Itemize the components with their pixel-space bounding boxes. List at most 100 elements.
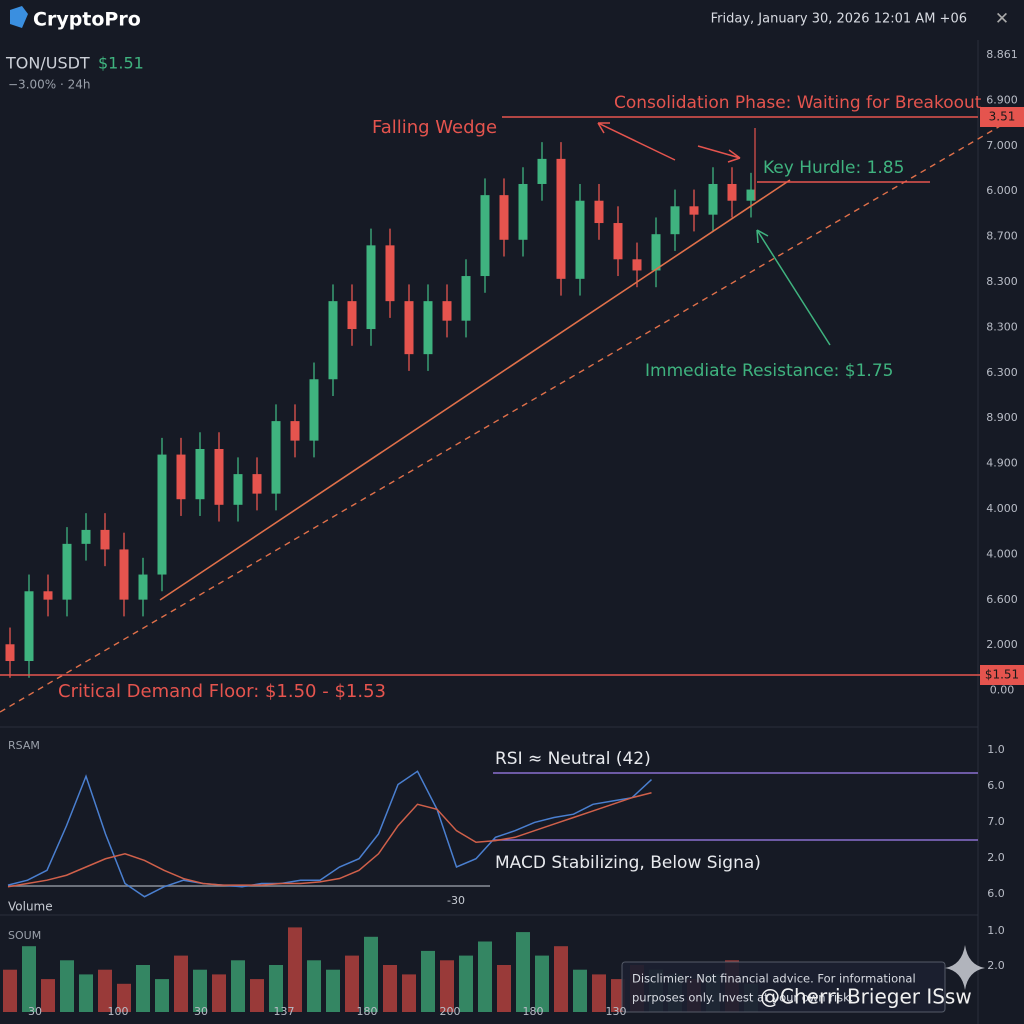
volume-bar (98, 969, 112, 1012)
volume-bar (288, 927, 302, 1012)
candle-body (328, 301, 338, 380)
trendline (159, 179, 791, 601)
volume-bar (250, 979, 264, 1012)
candle-body (461, 276, 471, 321)
volume-bar (155, 979, 169, 1012)
y-axis-label: 8.700 (986, 230, 1018, 243)
candle-body (708, 183, 718, 215)
y-axis-label: 2.000 (986, 638, 1018, 651)
candle-body (119, 549, 129, 600)
volume-bar (79, 974, 93, 1012)
arrow (597, 122, 676, 161)
brand: CryptoPro (33, 9, 141, 31)
arrow (756, 229, 831, 346)
volume-bar (459, 955, 473, 1012)
volume-bar (3, 969, 17, 1012)
price-tag (980, 107, 1024, 127)
panel-label: Volume (8, 900, 53, 914)
y-axis-label: 1.0 (987, 743, 1005, 756)
disclaimer-text: Disclimier: Not financial advice. For in… (632, 972, 916, 986)
volume-bar (326, 969, 340, 1012)
disclaimer-text: purposes only. Invest at your own risk. (632, 991, 853, 1005)
candle-body (5, 644, 15, 662)
y-axis-label: 4.900 (986, 457, 1018, 470)
volume-bar (193, 969, 207, 1012)
candle-body (24, 591, 34, 662)
volume-bar (535, 955, 549, 1012)
candle-body (404, 301, 414, 355)
volume-bar (516, 932, 530, 1012)
candle-body (499, 195, 509, 240)
candle-body (176, 454, 186, 500)
volume-bar (478, 941, 492, 1012)
candle-body (423, 301, 433, 355)
y-axis-label: 6.0 (987, 887, 1005, 900)
annotation: Immediate Resistance: $1.75 (645, 361, 893, 381)
x-axis-label: 30 (28, 1005, 42, 1018)
panel-label: SOUM (8, 929, 41, 942)
volume-bar (345, 955, 359, 1012)
volume-bar (231, 960, 245, 1012)
y-axis-label: 4.000 (986, 547, 1018, 560)
candle-body (689, 206, 699, 215)
candle-body (727, 183, 737, 201)
candles (5, 142, 756, 678)
y-axis-label: 8.900 (986, 411, 1018, 424)
y-axis-label: 2.0 (987, 959, 1005, 972)
candle-body (233, 474, 243, 505)
candle-body (100, 529, 110, 550)
x-axis-label: 180 (357, 1005, 378, 1018)
volume-bar (573, 969, 587, 1012)
x-axis-label: 100 (108, 1005, 129, 1018)
volume-bar (383, 965, 397, 1012)
y-axis-label: 1.0 (987, 924, 1005, 937)
disclaimer-box (621, 961, 946, 1013)
candle-body (670, 206, 680, 235)
y-axis-label: 8.861 (986, 48, 1018, 61)
y-axis-label: 2.0 (987, 851, 1005, 864)
volume-bar (174, 955, 188, 1012)
annotation: Critical Demand Floor: $1.50 - $1.53 (58, 681, 386, 702)
pair-price: $1.51 (98, 54, 144, 73)
annotation: Consolidation Phase: Waiting for Breakoo… (614, 93, 982, 113)
volume-bar (117, 983, 131, 1012)
candle-body (195, 449, 205, 500)
x-axis-label: 30 (194, 1005, 208, 1018)
close-button[interactable]: ✕ (995, 9, 1009, 29)
candle-body (651, 234, 661, 271)
volume-bar (269, 965, 283, 1012)
candle-body (556, 158, 566, 279)
volume-bar (60, 960, 74, 1012)
candle-body (138, 574, 148, 600)
indicator-line (7, 792, 652, 888)
y-axis-label: 6.600 (986, 593, 1018, 606)
baseline-label: -30 (447, 894, 465, 907)
y-axis-label: 7.0 (987, 815, 1005, 828)
candle-body (366, 245, 376, 330)
indicator-lines (7, 770, 653, 898)
volume-bar (307, 960, 321, 1012)
y-axis-label: 8.300 (986, 320, 1018, 333)
pair-change: −3.00% · 24h (8, 78, 91, 92)
candle-body (290, 421, 300, 441)
volume-bar (402, 974, 416, 1012)
y-axis-label: 6.300 (986, 366, 1018, 379)
volume-bar (364, 936, 378, 1012)
x-axis-label: 180 (523, 1005, 544, 1018)
candle-body (594, 200, 604, 224)
candle-body (347, 301, 357, 330)
candle-body (252, 474, 262, 494)
volume-bar (554, 946, 568, 1012)
annotation: Key Hurdle: 1.85 (763, 158, 904, 178)
sparkle-icon (945, 945, 985, 990)
volume-bar (497, 965, 511, 1012)
annotation: MACD Stabilizing, Below Signa) (495, 853, 761, 873)
candle-body (271, 421, 281, 494)
candle-body (575, 200, 585, 279)
candle-body (43, 591, 53, 600)
y-axis-label: 6.000 (986, 184, 1018, 197)
volume-bar (136, 965, 150, 1012)
volume-bar (22, 946, 36, 1012)
